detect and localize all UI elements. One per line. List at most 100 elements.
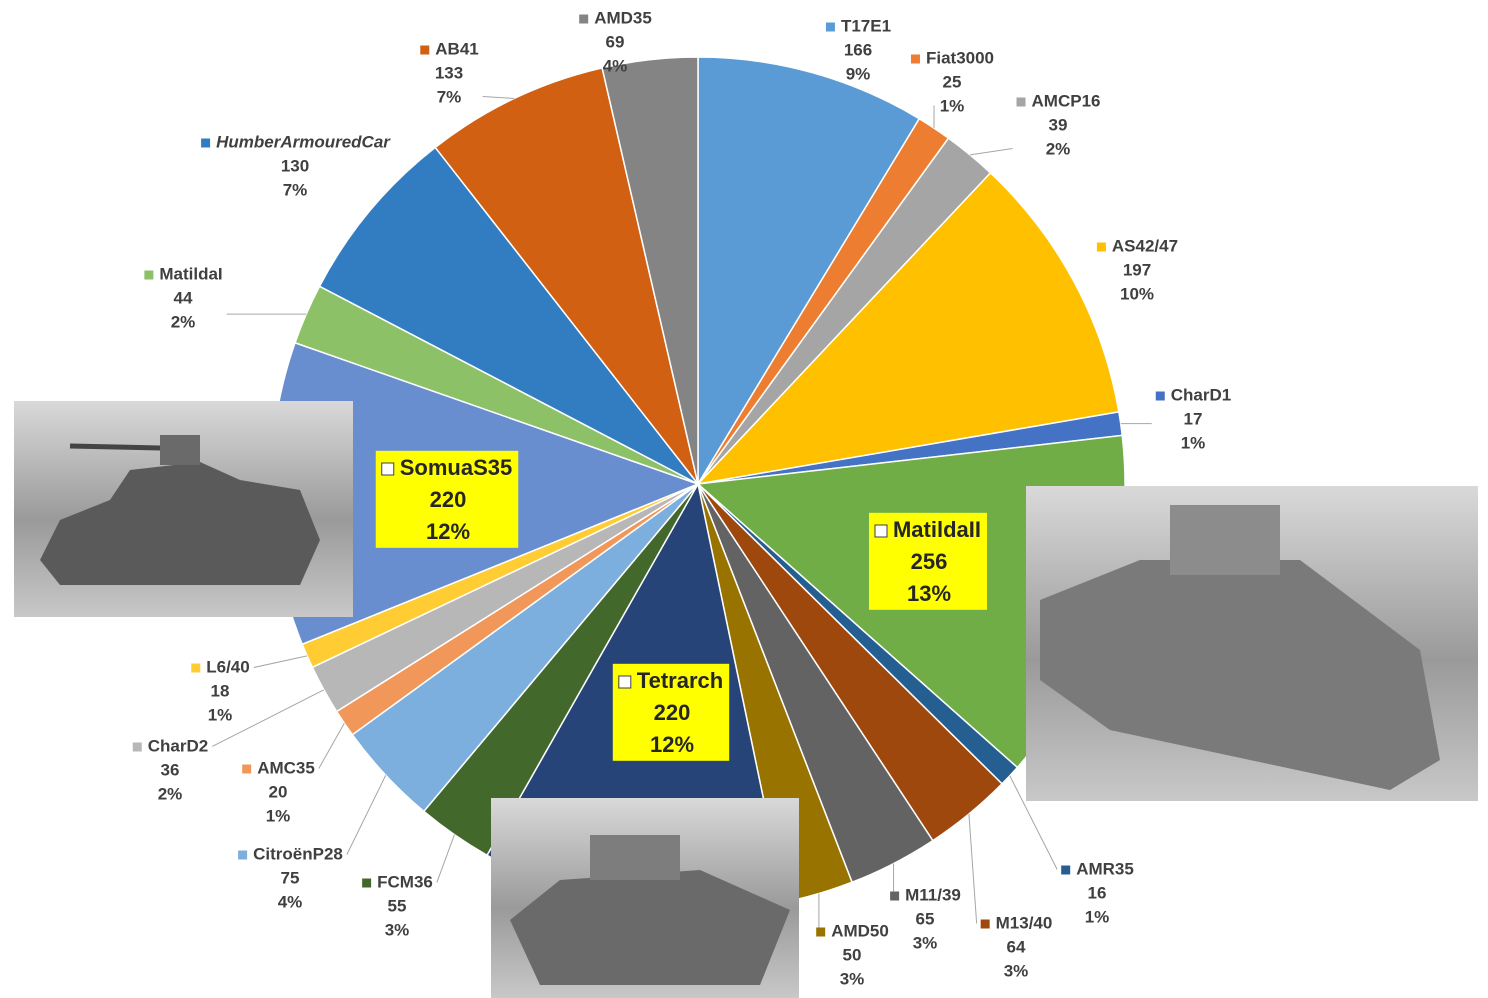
label-value: 55 xyxy=(388,896,407,915)
data-labels: T17E1 166 9% Fiat3000 25 1% AMCP16 39 2% AS42/47 1… xyxy=(132,8,1231,988)
label-percent: 2% xyxy=(158,784,183,803)
legend-key xyxy=(191,663,201,673)
label-value: 17 xyxy=(1184,409,1203,428)
label-name: AB41 xyxy=(435,39,478,58)
data-label: M11/39 65 3% xyxy=(890,885,961,952)
data-label: CharD2 36 2% xyxy=(132,736,208,803)
label-percent: 1% xyxy=(1085,907,1110,926)
leader-lines xyxy=(212,95,1152,932)
legend-key xyxy=(980,919,990,929)
label-percent: 1% xyxy=(1181,433,1206,452)
label-percent: 2% xyxy=(1046,139,1071,158)
data-label: CharD1 17 1% xyxy=(1155,385,1231,452)
label-name: FCM36 xyxy=(377,872,433,891)
data-label: FCM36 55 3% xyxy=(362,872,433,939)
label-name: L6/40 xyxy=(206,657,249,676)
label-value: 36 xyxy=(161,760,180,779)
legend-key xyxy=(618,675,632,689)
label-value: 44 xyxy=(174,288,193,307)
label-percent: 4% xyxy=(603,56,628,75)
label-value: 130 xyxy=(281,156,309,175)
slice xyxy=(318,146,699,485)
label-percent: 2% xyxy=(171,312,196,331)
label-name: M11/39 xyxy=(905,885,961,904)
legend-key xyxy=(201,138,211,148)
label-value: 50 xyxy=(843,945,862,964)
data-label: AMCP16 39 2% xyxy=(1016,91,1101,158)
label-percent: 7% xyxy=(437,87,462,106)
leader-line xyxy=(969,147,1013,156)
label-name: AMD50 xyxy=(831,921,889,940)
data-label: Fiat3000 25 1% xyxy=(910,48,994,115)
legend-key xyxy=(874,524,888,538)
label-name: Fiat3000 xyxy=(926,48,994,67)
data-label: AMD50 50 3% xyxy=(816,921,889,988)
label-name: AMD35 xyxy=(594,8,652,27)
data-label: SomuaS35 220 12% xyxy=(375,450,519,548)
leader-line xyxy=(968,813,978,924)
label-name: MatildaII xyxy=(893,517,981,542)
label-value: 133 xyxy=(435,63,463,82)
data-label: MatildaII 256 13% xyxy=(868,512,988,610)
label-value: 65 xyxy=(916,909,935,928)
legend-key xyxy=(132,742,142,752)
legend-key xyxy=(579,14,589,24)
photo-tetrarch xyxy=(491,798,799,998)
legend-key xyxy=(362,878,372,888)
slice xyxy=(434,66,699,485)
label-percent: 13% xyxy=(907,581,951,606)
legend-key xyxy=(1096,242,1106,252)
label-value: 64 xyxy=(1007,937,1026,956)
label-value: 220 xyxy=(430,487,467,512)
legend-key xyxy=(381,462,395,476)
leader-line xyxy=(318,722,345,769)
legend-key xyxy=(890,891,900,901)
data-label: AMC35 20 1% xyxy=(242,758,315,825)
label-name: CharD1 xyxy=(1171,385,1231,404)
data-label: M13/40 64 3% xyxy=(980,913,1052,980)
legend-key xyxy=(1061,865,1071,875)
label-value: 75 xyxy=(281,868,300,887)
label-name: AMR35 xyxy=(1076,859,1134,878)
data-label: HumberArmouredCar 130 7% xyxy=(201,132,391,199)
leader-line xyxy=(212,689,325,747)
leader-line xyxy=(436,834,455,883)
label-percent: 9% xyxy=(846,64,871,83)
slice xyxy=(697,56,921,487)
legend-key xyxy=(238,850,248,860)
label-name: MatildaI xyxy=(159,264,222,283)
slice xyxy=(695,171,1120,486)
label-name: AMCP16 xyxy=(1032,91,1101,110)
photo-somua xyxy=(14,401,353,617)
label-name: AMC35 xyxy=(257,758,315,777)
label-value: 18 xyxy=(211,681,230,700)
label-value: 166 xyxy=(844,40,872,59)
label-value: 25 xyxy=(943,72,962,91)
label-name: T17E1 xyxy=(841,16,891,35)
legend-key xyxy=(1155,391,1165,401)
label-percent: 10% xyxy=(1120,284,1154,303)
legend-key xyxy=(242,764,252,774)
legend-key xyxy=(825,22,835,32)
data-label: CitroënP28 75 4% xyxy=(238,844,343,911)
label-value: 197 xyxy=(1123,260,1151,279)
photo-matilda xyxy=(1026,486,1478,801)
data-label: MatildaI 44 2% xyxy=(144,264,223,331)
data-label: AMD35 69 4% xyxy=(579,8,652,75)
label-name: CitroënP28 xyxy=(253,844,343,863)
label-box xyxy=(868,512,988,610)
label-name: CharD2 xyxy=(148,736,208,755)
label-value: 39 xyxy=(1049,115,1068,134)
label-value: 256 xyxy=(911,549,948,574)
legend-key xyxy=(144,270,154,280)
slice xyxy=(601,56,699,485)
data-label: AS42/47 197 10% xyxy=(1096,236,1178,303)
label-percent: 3% xyxy=(385,920,410,939)
label-percent: 1% xyxy=(208,705,233,724)
label-percent: 1% xyxy=(940,96,965,115)
label-name: HumberArmouredCar xyxy=(216,132,391,151)
label-percent: 7% xyxy=(283,180,308,199)
legend-key xyxy=(420,45,430,55)
